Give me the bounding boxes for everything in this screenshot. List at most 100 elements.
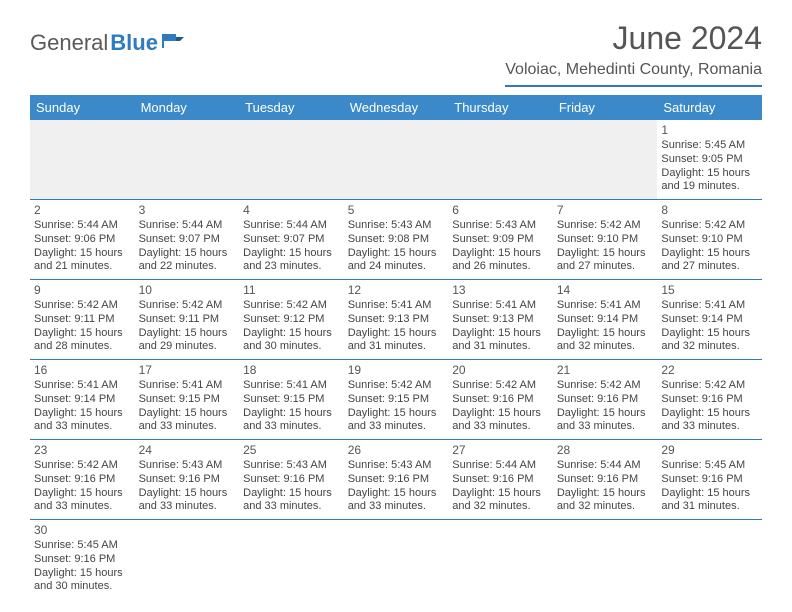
daylight-text: and 33 minutes. [139, 500, 236, 514]
month-title: June 2024 [505, 20, 762, 57]
day-number: 26 [348, 443, 445, 458]
sunrise-text: Sunrise: 5:44 AM [243, 219, 340, 233]
daylight-text: and 33 minutes. [34, 420, 131, 434]
sunset-text: Sunset: 9:16 PM [661, 473, 758, 487]
daylight-text: Daylight: 15 hours [243, 407, 340, 421]
daylight-text: and 32 minutes. [452, 500, 549, 514]
daylight-text: Daylight: 15 hours [557, 487, 654, 501]
daylight-text: Daylight: 15 hours [661, 327, 758, 341]
day-number: 2 [34, 203, 131, 218]
calendar-cell: 5Sunrise: 5:43 AMSunset: 9:08 PMDaylight… [344, 200, 449, 280]
day-number: 19 [348, 363, 445, 378]
daylight-text: Daylight: 15 hours [661, 167, 758, 181]
day-number: 8 [661, 203, 758, 218]
sunrise-text: Sunrise: 5:42 AM [34, 299, 131, 313]
sunset-text: Sunset: 9:16 PM [139, 473, 236, 487]
day-number: 17 [139, 363, 236, 378]
day-number: 16 [34, 363, 131, 378]
day-number: 11 [243, 283, 340, 298]
sunset-text: Sunset: 9:07 PM [243, 233, 340, 247]
day-number: 14 [557, 283, 654, 298]
calendar-cell [239, 120, 344, 200]
sunrise-text: Sunrise: 5:41 AM [139, 379, 236, 393]
sunset-text: Sunset: 9:13 PM [348, 313, 445, 327]
sunset-text: Sunset: 9:16 PM [34, 553, 131, 567]
calendar-cell: 26Sunrise: 5:43 AMSunset: 9:16 PMDayligh… [344, 440, 449, 520]
sunset-text: Sunset: 9:16 PM [34, 473, 131, 487]
calendar-week-row: 16Sunrise: 5:41 AMSunset: 9:14 PMDayligh… [30, 360, 762, 440]
page-header: GeneralBlue June 2024 Voloiac, Mehedinti… [30, 20, 762, 87]
calendar-cell: 1Sunrise: 5:45 AMSunset: 9:05 PMDaylight… [657, 120, 762, 200]
weekday-header-row: Sunday Monday Tuesday Wednesday Thursday… [30, 95, 762, 120]
calendar-cell: 14Sunrise: 5:41 AMSunset: 9:14 PMDayligh… [553, 280, 658, 360]
sunset-text: Sunset: 9:08 PM [348, 233, 445, 247]
sunrise-text: Sunrise: 5:42 AM [34, 459, 131, 473]
day-number: 24 [139, 443, 236, 458]
calendar-cell: 20Sunrise: 5:42 AMSunset: 9:16 PMDayligh… [448, 360, 553, 440]
daylight-text: and 19 minutes. [661, 180, 758, 194]
day-number: 18 [243, 363, 340, 378]
calendar-cell: 23Sunrise: 5:42 AMSunset: 9:16 PMDayligh… [30, 440, 135, 520]
calendar-table: Sunday Monday Tuesday Wednesday Thursday… [30, 95, 762, 599]
daylight-text: Daylight: 15 hours [557, 247, 654, 261]
weekday-header: Thursday [448, 95, 553, 120]
day-number: 30 [34, 523, 131, 538]
daylight-text: and 32 minutes. [661, 340, 758, 354]
sunrise-text: Sunrise: 5:43 AM [139, 459, 236, 473]
sunrise-text: Sunrise: 5:45 AM [661, 139, 758, 153]
sunset-text: Sunset: 9:10 PM [557, 233, 654, 247]
sunrise-text: Sunrise: 5:42 AM [139, 299, 236, 313]
daylight-text: Daylight: 15 hours [452, 327, 549, 341]
daylight-text: Daylight: 15 hours [557, 327, 654, 341]
calendar-cell [30, 120, 135, 200]
calendar-cell [239, 520, 344, 600]
day-number: 12 [348, 283, 445, 298]
weekday-header: Wednesday [344, 95, 449, 120]
daylight-text: Daylight: 15 hours [348, 407, 445, 421]
sunrise-text: Sunrise: 5:43 AM [452, 219, 549, 233]
brand-blue: Blue [110, 30, 158, 56]
daylight-text: and 31 minutes. [661, 500, 758, 514]
calendar-cell: 19Sunrise: 5:42 AMSunset: 9:15 PMDayligh… [344, 360, 449, 440]
flag-icon [162, 32, 184, 55]
daylight-text: and 31 minutes. [348, 340, 445, 354]
daylight-text: Daylight: 15 hours [452, 487, 549, 501]
sunset-text: Sunset: 9:10 PM [661, 233, 758, 247]
calendar-cell: 7Sunrise: 5:42 AMSunset: 9:10 PMDaylight… [553, 200, 658, 280]
sunrise-text: Sunrise: 5:41 AM [557, 299, 654, 313]
daylight-text: Daylight: 15 hours [557, 407, 654, 421]
calendar-cell: 25Sunrise: 5:43 AMSunset: 9:16 PMDayligh… [239, 440, 344, 520]
sunset-text: Sunset: 9:07 PM [139, 233, 236, 247]
day-number: 21 [557, 363, 654, 378]
day-number: 10 [139, 283, 236, 298]
calendar-cell: 27Sunrise: 5:44 AMSunset: 9:16 PMDayligh… [448, 440, 553, 520]
sunrise-text: Sunrise: 5:45 AM [34, 539, 131, 553]
sunrise-text: Sunrise: 5:44 AM [34, 219, 131, 233]
calendar-cell [553, 120, 658, 200]
sunrise-text: Sunrise: 5:42 AM [452, 379, 549, 393]
calendar-cell: 28Sunrise: 5:44 AMSunset: 9:16 PMDayligh… [553, 440, 658, 520]
sunset-text: Sunset: 9:16 PM [557, 393, 654, 407]
calendar-cell: 22Sunrise: 5:42 AMSunset: 9:16 PMDayligh… [657, 360, 762, 440]
daylight-text: Daylight: 15 hours [243, 327, 340, 341]
weekday-header: Monday [135, 95, 240, 120]
title-block: June 2024 Voloiac, Mehedinti County, Rom… [505, 20, 762, 87]
calendar-week-row: 1Sunrise: 5:45 AMSunset: 9:05 PMDaylight… [30, 120, 762, 200]
daylight-text: Daylight: 15 hours [243, 247, 340, 261]
calendar-week-row: 30Sunrise: 5:45 AMSunset: 9:16 PMDayligh… [30, 520, 762, 600]
sunrise-text: Sunrise: 5:45 AM [661, 459, 758, 473]
calendar-cell: 3Sunrise: 5:44 AMSunset: 9:07 PMDaylight… [135, 200, 240, 280]
day-number: 20 [452, 363, 549, 378]
sunrise-text: Sunrise: 5:42 AM [348, 379, 445, 393]
sunrise-text: Sunrise: 5:42 AM [557, 379, 654, 393]
calendar-cell: 2Sunrise: 5:44 AMSunset: 9:06 PMDaylight… [30, 200, 135, 280]
calendar-cell [344, 520, 449, 600]
calendar-cell: 13Sunrise: 5:41 AMSunset: 9:13 PMDayligh… [448, 280, 553, 360]
sunrise-text: Sunrise: 5:42 AM [661, 219, 758, 233]
sunrise-text: Sunrise: 5:43 AM [243, 459, 340, 473]
day-number: 25 [243, 443, 340, 458]
daylight-text: and 32 minutes. [557, 340, 654, 354]
calendar-cell: 16Sunrise: 5:41 AMSunset: 9:14 PMDayligh… [30, 360, 135, 440]
sunset-text: Sunset: 9:16 PM [243, 473, 340, 487]
calendar-week-row: 2Sunrise: 5:44 AMSunset: 9:06 PMDaylight… [30, 200, 762, 280]
